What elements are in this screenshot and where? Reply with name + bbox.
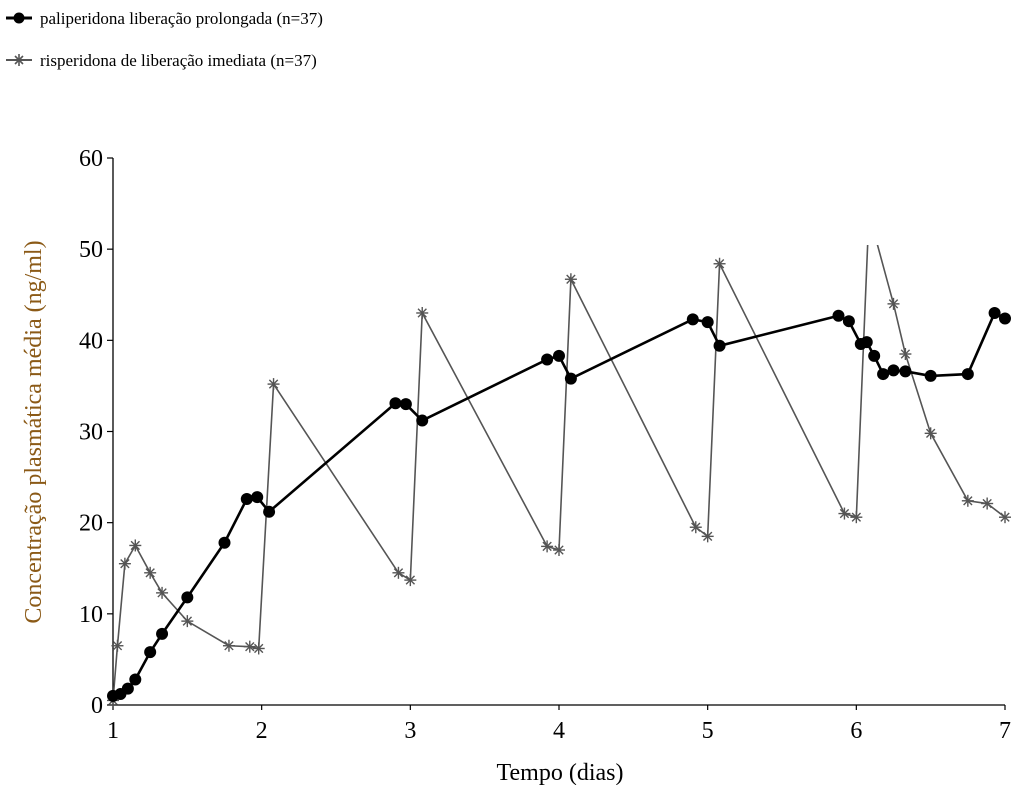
x-tick-label: 6 [850, 718, 862, 744]
legend-marker-circle [13, 12, 25, 24]
data-point-risperidona [416, 306, 429, 319]
x-axis-title: Tempo (dias) [497, 760, 624, 785]
series-risperidona [107, 225, 1011, 707]
y-tick-label: 0 [91, 693, 103, 719]
x-tick-label: 7 [999, 718, 1011, 744]
data-point-risperidona [564, 273, 577, 286]
data-point-risperidona [999, 511, 1011, 524]
data-point-paliperidona [389, 397, 402, 410]
data-point-paliperidona [181, 591, 194, 604]
x-ticks: 1 2 3 4 5 6 7 [107, 705, 1011, 744]
legend-item-paliperidona: paliperidona liberação prolongada (n=37) [6, 9, 323, 28]
data-point-paliperidona [988, 306, 1001, 319]
data-point-paliperidona [416, 414, 429, 427]
data-point-paliperidona [541, 353, 554, 366]
data-point-paliperidona [887, 364, 900, 377]
series-paliperidona [107, 306, 1011, 702]
y-ticks: 0 10 20 30 40 50 60 [79, 146, 113, 719]
data-point-paliperidona [961, 368, 974, 381]
data-point-paliperidona [399, 398, 412, 411]
data-point-risperidona [981, 497, 994, 510]
data-point-risperidona [838, 507, 851, 520]
data-point-risperidona [541, 540, 554, 553]
x-tick-label: 2 [256, 718, 268, 744]
y-tick-label: 30 [79, 420, 103, 446]
data-point-risperidona [713, 257, 726, 270]
data-point-risperidona [701, 530, 714, 543]
series-line-risperidona [112, 245, 1006, 701]
x-tick-label: 4 [553, 718, 565, 744]
y-tick-label: 40 [79, 328, 103, 354]
data-point-risperidona [862, 225, 874, 237]
y-tick-label: 50 [79, 237, 103, 263]
data-point-paliperidona [218, 536, 231, 549]
data-point-paliperidona [842, 315, 855, 328]
x-tick-label: 1 [107, 718, 119, 744]
y-tick-label: 20 [79, 511, 103, 537]
data-point-paliperidona [860, 336, 873, 349]
data-point-risperidona [111, 639, 124, 652]
data-point-paliperidona [251, 491, 264, 504]
data-point-paliperidona [924, 369, 937, 382]
data-point-paliperidona [686, 313, 699, 326]
data-point-paliperidona [240, 492, 253, 505]
data-point-risperidona [553, 544, 565, 557]
data-point-paliperidona [877, 368, 890, 381]
data-point-paliperidona [553, 349, 565, 362]
legend-label-risperidona: risperidona de liberação imediata (n=37) [40, 51, 317, 70]
data-point-risperidona [129, 539, 142, 552]
data-point-risperidona [404, 574, 417, 587]
axes [112, 158, 1005, 706]
data-point-risperidona [156, 586, 169, 599]
data-point-risperidona [181, 615, 194, 628]
data-point-paliperidona [999, 312, 1011, 325]
data-point-risperidona [243, 640, 256, 653]
y-axis-title: Concentração plasmática média (ng/ml) [21, 240, 47, 623]
data-point-risperidona [899, 348, 912, 361]
legend-label-paliperidona: paliperidona liberação prolongada (n=37) [40, 9, 323, 28]
data-point-paliperidona [713, 339, 726, 352]
data-point-paliperidona [156, 627, 169, 640]
data-point-paliperidona [263, 505, 276, 518]
data-point-paliperidona [121, 682, 134, 695]
data-point-risperidona [961, 494, 974, 507]
data-point-risperidona [118, 557, 131, 570]
series-layer [107, 225, 1011, 707]
data-point-paliperidona [144, 646, 157, 659]
data-point-risperidona [868, 227, 880, 239]
data-point-paliperidona [129, 673, 142, 686]
data-point-paliperidona [899, 365, 912, 378]
data-point-paliperidona [868, 349, 881, 362]
data-point-risperidona [222, 639, 235, 652]
data-point-paliperidona [832, 309, 845, 322]
data-point-risperidona [887, 297, 900, 310]
data-point-risperidona [689, 521, 702, 534]
data-point-paliperidona [564, 372, 577, 385]
legend-item-risperidona: risperidona de liberação imediata (n=37) [6, 51, 317, 70]
x-tick-label: 5 [702, 718, 714, 744]
y-tick-label: 10 [79, 602, 103, 628]
data-point-risperidona [267, 378, 280, 391]
plot-area [107, 225, 1011, 707]
y-tick-label: 60 [79, 146, 103, 172]
data-point-risperidona [252, 642, 265, 655]
data-point-risperidona [144, 566, 157, 579]
data-point-risperidona [924, 427, 937, 440]
data-point-risperidona [392, 566, 405, 579]
legend-marker-asterisk [13, 54, 25, 66]
x-tick-label: 3 [404, 718, 416, 744]
legend: paliperidona liberação prolongada (n=37)… [6, 9, 323, 70]
data-point-risperidona [850, 511, 863, 524]
data-point-paliperidona [701, 316, 714, 329]
